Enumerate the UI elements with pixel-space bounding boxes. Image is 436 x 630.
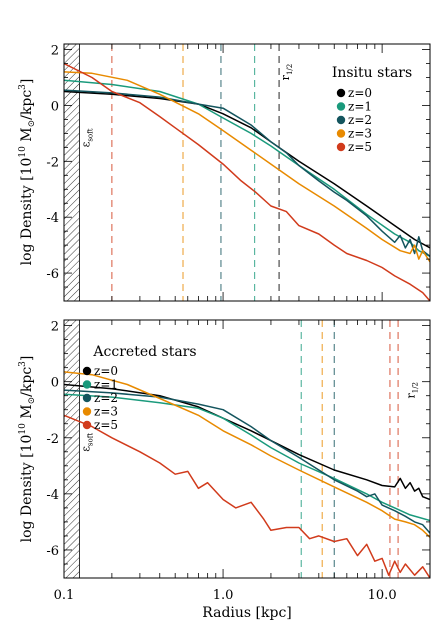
legend-marker xyxy=(336,102,346,111)
legend: z=0z=1z=2z=3z=5 xyxy=(336,86,372,154)
half-mass-lines: r1/2 xyxy=(300,320,420,578)
legend-label: z=5 xyxy=(94,418,118,432)
legend-label: z=0 xyxy=(348,86,372,100)
x-tick-label: 0.1 xyxy=(54,588,75,603)
y-tick-label: -6 xyxy=(46,267,59,282)
legend-marker xyxy=(336,142,346,152)
y-tick-label: -4 xyxy=(46,211,59,226)
legend-marker xyxy=(82,380,92,389)
legend-label: z=5 xyxy=(348,140,372,154)
half-mass-label: r1/2 xyxy=(405,382,420,399)
series-line-z2 xyxy=(64,389,430,534)
legend-marker xyxy=(82,420,92,430)
series-line-z5 xyxy=(64,414,430,578)
softening-region: εsoft xyxy=(63,319,94,579)
plot-border xyxy=(63,319,431,579)
axes-frame xyxy=(63,43,431,302)
legend: z=0z=1z=2z=3z=5 xyxy=(82,364,118,432)
plot-border xyxy=(63,43,431,302)
insitu-panel: εsoft r1/2 20-2-4-6 Insitu stars z=0z=1z… xyxy=(46,43,431,302)
y-axis-label-top: log Density [1010 M⊙/kpc3] xyxy=(18,79,37,266)
y-tick-label: -6 xyxy=(46,544,59,559)
y-tick-label: 2 xyxy=(51,44,59,59)
y-tick-label: 0 xyxy=(51,376,59,391)
legend-marker xyxy=(336,115,346,125)
softening-hatch xyxy=(63,43,80,302)
tick-marks: 2 0 -2 -4 -6 0.1 1.0 10.0 xyxy=(46,320,430,603)
legend-marker xyxy=(336,129,346,138)
series-line-z1 xyxy=(64,79,430,257)
series-line-z2 xyxy=(64,89,430,257)
legend-label: z=2 xyxy=(348,113,372,127)
accreted-panel: εsoft r1/2 2 0 -2 -4 -6 0.1 1.0 10.0 Accreted s… xyxy=(46,319,431,603)
series-line-z1 xyxy=(64,393,430,522)
legend-label: z=2 xyxy=(94,391,118,405)
series-line-z0 xyxy=(64,383,430,501)
tick-marks: 2 0 -2 -4 -6 xyxy=(46,44,430,302)
y-tick-label: -2 xyxy=(46,155,59,170)
series-lines xyxy=(64,371,430,578)
softening-hatch xyxy=(63,319,80,579)
legend-label: z=3 xyxy=(94,405,118,419)
legend-marker xyxy=(82,393,92,403)
panel-title: Accreted stars xyxy=(92,344,196,360)
x-tick-label: 1.0 xyxy=(213,588,234,603)
y-tick-label: 2 xyxy=(51,320,59,335)
panel-title: Insitu stars xyxy=(332,65,412,81)
legend-label: z=1 xyxy=(348,100,372,114)
y-tick-label: 0 xyxy=(51,99,59,114)
legend-label: z=3 xyxy=(348,127,372,141)
half-mass-lines: r1/2 xyxy=(111,44,294,301)
legend-label: z=0 xyxy=(94,364,118,378)
half-mass-label: r1/2 xyxy=(279,64,294,81)
series-line-z3 xyxy=(64,71,430,263)
series-line-z3 xyxy=(64,371,430,538)
softening-label: εsoft xyxy=(79,128,94,147)
legend-marker xyxy=(336,88,346,98)
x-axis-label: Radius [kpc] xyxy=(202,605,292,621)
legend-marker xyxy=(82,366,92,376)
x-tick-label: 10.0 xyxy=(368,588,397,603)
softening-label: εsoft xyxy=(79,433,94,452)
axes-frame xyxy=(63,319,431,579)
series-lines xyxy=(64,62,430,301)
y-tick-label: -2 xyxy=(46,432,59,447)
series-line-z5 xyxy=(64,62,430,301)
y-axis-label-bottom: log Density [1010 M⊙/kpc3] xyxy=(18,356,37,543)
legend-label: z=1 xyxy=(94,378,118,392)
y-tick-label: -4 xyxy=(46,488,59,503)
legend-marker xyxy=(82,407,92,416)
